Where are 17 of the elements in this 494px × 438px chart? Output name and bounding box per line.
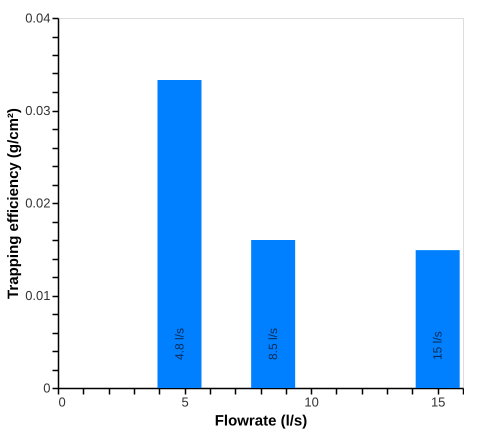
annotation: 4.8 l/s [172,328,186,360]
annotation: 15 l/s [430,331,445,360]
y-tick-label: 0.02 [25,196,50,210]
y-tick-label: 0.03 [25,103,50,118]
bar [416,250,460,388]
y-tick-label: 0.01 [25,288,50,303]
annotation: 8.5 l/s [266,328,280,360]
bar [158,80,202,388]
x-tick-label: 15 [430,394,446,410]
x-tick-label: 5 [181,394,189,410]
y-axis-title: Trapping efficiency (g/cm²) [5,108,22,299]
x-axis-title: Flowrate (l/s) [214,412,308,430]
x-tick-label: 10 [304,394,319,410]
y-tick-label: 0 [43,380,50,396]
x-tick-label: 0 [58,394,66,410]
bar [251,240,296,388]
y-tick-label: 0.04 [25,10,50,26]
